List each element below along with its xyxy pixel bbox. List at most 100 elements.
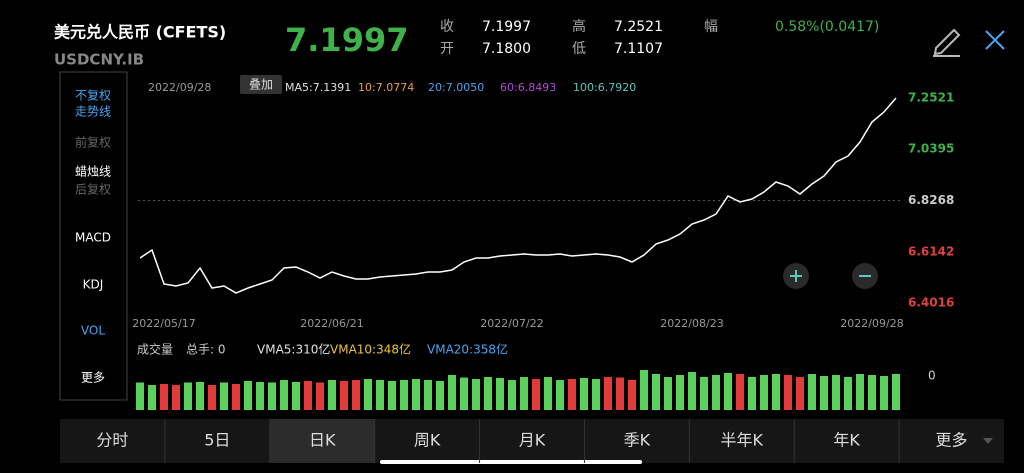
volume-tick-label: 0 (928, 369, 936, 383)
range-value: 0.58%(0.0417) (775, 19, 879, 35)
volume-bar (136, 382, 144, 410)
zoom-out[interactable] (852, 263, 878, 289)
volume-bar (388, 381, 396, 410)
volume-bar (772, 374, 780, 410)
volume-bar (184, 382, 192, 410)
volume-bar (832, 375, 840, 410)
y-tick-label: 7.0395 (908, 142, 954, 156)
volume-bar (880, 376, 888, 410)
tab-selected-bg (269, 419, 375, 463)
price: 7.1997 (285, 21, 408, 59)
volume-bar (244, 381, 252, 410)
ma-legend: 10:7.0774 (358, 81, 414, 94)
volume-bar (748, 377, 756, 410)
x-tick-label: 2022/06/21 (300, 317, 363, 330)
volume-bar (232, 384, 240, 410)
side-menu-item[interactable]: 更多 (81, 371, 105, 385)
tab[interactable]: 季K (624, 431, 651, 450)
tab[interactable]: 周K (414, 431, 441, 450)
volume-bar (592, 379, 600, 410)
tab[interactable]: 日K (309, 431, 336, 450)
volume-legend: 成交量 (137, 342, 173, 357)
volume-bar (148, 385, 156, 410)
side-menu-item[interactable]: 蜡烛线 (75, 165, 111, 179)
code: USDCNY.IB (54, 51, 144, 69)
ma-legend: 20:7.0050 (428, 81, 484, 94)
side-menu-item[interactable]: 走势线 (75, 105, 111, 119)
volume-bar (256, 382, 264, 410)
tab[interactable]: 月K (519, 431, 546, 450)
volume-bar (616, 377, 624, 410)
volume-bar (304, 381, 312, 410)
x-tick-label: 2022/07/22 (480, 317, 543, 330)
volume-bar (316, 382, 324, 410)
y-tick-label: 7.2521 (908, 91, 954, 105)
side-menu-item[interactable]: 不复权 (75, 89, 111, 103)
volume-bar (784, 375, 792, 410)
tab-bar (60, 419, 1004, 463)
side-menu-item[interactable]: 前复权 (75, 135, 111, 150)
stat-value: 7.1107 (614, 41, 663, 57)
x-tick-label: 2022/08/23 (660, 317, 723, 330)
range-label: 幅 (704, 19, 718, 35)
tab[interactable]: 更多 (936, 431, 968, 450)
stat-label: 低 (572, 41, 586, 57)
volume-bar (352, 380, 360, 410)
tab[interactable]: 5日 (204, 431, 230, 450)
overlay-button: 叠加 (249, 78, 273, 92)
volume-bar (712, 375, 720, 410)
tab[interactable]: 年K (833, 431, 860, 450)
volume-bar (796, 377, 804, 410)
volume-bar (892, 374, 900, 410)
volume-legend: 总手: 0 (186, 343, 226, 357)
volume-bar (736, 374, 744, 410)
volume-bar (700, 377, 708, 410)
overlay-button-bg[interactable] (240, 75, 282, 94)
ma-legend: 60:6.8493 (500, 81, 556, 94)
volume-bar (640, 370, 648, 410)
volume-bar (628, 380, 636, 410)
volume-legend: VMA5:310亿 (257, 342, 330, 357)
volume-bar (172, 385, 180, 410)
y-tick-label: 6.8268 (908, 193, 954, 207)
volume-bar (400, 380, 408, 410)
volume-bar (868, 375, 876, 410)
volume-bar (580, 378, 588, 410)
volume-bar (508, 380, 516, 410)
ma-legend: 100:6.7920 (573, 81, 636, 94)
volume-bar (688, 372, 696, 410)
volume-bar (472, 379, 480, 410)
side-menu-item[interactable]: KDJ (83, 278, 104, 292)
volume-bar (664, 377, 672, 410)
volume-bar (196, 382, 204, 410)
edit-icon[interactable] (933, 28, 961, 57)
stat-label: 收 (440, 19, 454, 35)
volume-bar (376, 380, 384, 410)
tab[interactable]: 分时 (96, 431, 128, 450)
side-menu-item[interactable]: 后复权 (75, 183, 111, 197)
volume-bar (760, 375, 768, 410)
stat-label: 开 (440, 41, 454, 57)
tab[interactable]: 半年K (721, 431, 764, 450)
volume-legend: VMA10:348亿 (330, 342, 411, 357)
side-menu-frame (59, 71, 128, 401)
zoom-in[interactable] (783, 263, 809, 289)
volume-bar (292, 382, 300, 410)
close-icon[interactable] (985, 30, 1005, 50)
volume-bar (652, 374, 660, 410)
stat-value: 7.2521 (614, 19, 663, 35)
volume-bar (220, 382, 228, 410)
volume-bar (484, 377, 492, 410)
volume-bar (532, 379, 540, 410)
x-tick-label: 2022/09/28 (840, 317, 903, 330)
title: 美元兑人民币 (CFETS) (54, 23, 226, 42)
volume-bar (364, 379, 372, 410)
volume-bar (340, 381, 348, 410)
volume-bar (544, 377, 552, 410)
volume-bar (328, 380, 336, 410)
volume-bar (568, 379, 576, 410)
more-arrow (983, 438, 993, 444)
side-menu-item[interactable]: VOL (81, 324, 105, 338)
side-menu-item[interactable]: MACD (75, 231, 111, 245)
